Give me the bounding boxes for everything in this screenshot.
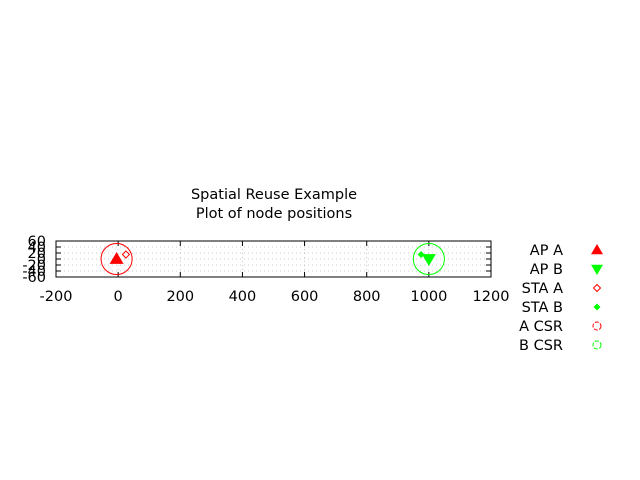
x-tick-label: -200 xyxy=(40,289,73,305)
legend-marker-sta-b xyxy=(593,303,601,311)
y-tick-label: -20 xyxy=(22,258,46,274)
legend-label-ap-a: AP A xyxy=(530,243,563,259)
y-tick-label: 20 xyxy=(28,246,46,262)
legend-marker-ap-a xyxy=(591,244,603,255)
legend-label-b-csr: B CSR xyxy=(519,338,563,354)
sta-a-point xyxy=(121,250,131,259)
x-tick-label: 0 xyxy=(114,289,123,305)
y-tick-label: -40 xyxy=(22,264,46,280)
legend-marker-sta-a xyxy=(592,283,602,293)
y-tick-label: 40 xyxy=(28,240,46,256)
x-tick-label: 800 xyxy=(353,289,381,305)
x-tick-label: 1200 xyxy=(473,289,510,305)
legend-label-ap-b: AP B xyxy=(530,262,563,278)
legend: AP A AP B STA A STA B A CSR B CSR xyxy=(519,243,603,354)
a-csr-circle xyxy=(100,242,133,276)
ap-b-point xyxy=(421,254,436,266)
tick-layer: -200 0 200 400 600 800 1000 1200-60-40-20020406… xyxy=(22,234,509,305)
legend-marker-b-csr xyxy=(592,340,602,350)
x-tick-label: 400 xyxy=(229,289,257,305)
y-tick-label: 60 xyxy=(28,234,46,250)
mark-layer xyxy=(100,242,445,276)
b-csr-circle xyxy=(412,242,445,276)
ap-a-point xyxy=(109,252,124,264)
x-tick-label: 200 xyxy=(166,289,194,305)
y-tick-label: -60 xyxy=(22,270,46,286)
legend-marker-a-csr xyxy=(592,321,602,331)
x-tick-label: 1000 xyxy=(410,289,447,305)
chart-title: Spatial Reuse Example xyxy=(191,187,357,203)
y-tick-label: 0 xyxy=(37,252,46,268)
legend-label-sta-b: STA B xyxy=(522,300,563,316)
legend-label-a-csr: A CSR xyxy=(519,319,563,335)
sta-b-point xyxy=(417,251,425,258)
chart-subtitle: Plot of node positions xyxy=(196,206,352,222)
legend-label-sta-a: STA A xyxy=(522,281,563,297)
x-tick-label: 600 xyxy=(291,289,319,305)
legend-marker-ap-b xyxy=(591,264,603,275)
